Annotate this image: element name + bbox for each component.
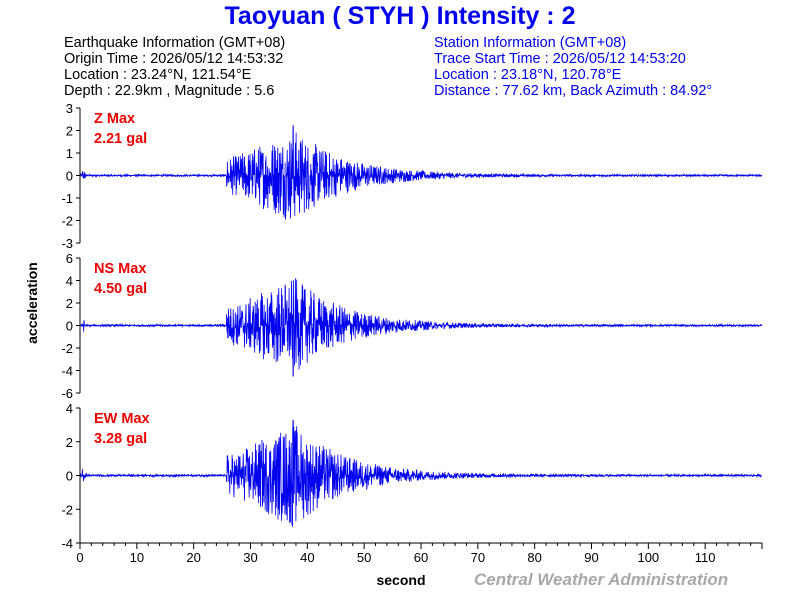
depth-magnitude: Depth : 22.9km , Magnitude : 5.6 xyxy=(64,83,275,99)
max-label-z: Z Max xyxy=(94,111,135,127)
y-tick-label-ns: 2 xyxy=(66,296,73,311)
y-tick-label-ns: -6 xyxy=(61,386,73,401)
waveform-ew xyxy=(79,419,763,528)
x-tick-label: 90 xyxy=(584,550,598,565)
x-axis-label: second xyxy=(376,572,425,588)
waveform-z xyxy=(79,125,763,220)
y-tick-label-ns: -2 xyxy=(61,341,73,356)
y-tick-label-ns: 0 xyxy=(66,319,73,334)
origin-time: Origin Time : 2026/05/12 14:53:32 xyxy=(64,51,284,67)
panel-ew: 4 2 0 -2 -4 EW Max 3.28 gal xyxy=(61,401,763,551)
earthquake-info: Earthquake Information (GMT+08) Origin T… xyxy=(64,35,285,99)
y-tick-label-z: 3 xyxy=(66,101,73,116)
y-tick-label-z: -1 xyxy=(61,191,73,206)
x-tick-label: 80 xyxy=(527,550,541,565)
x-tick-label: 40 xyxy=(300,550,314,565)
y-tick-label-z: 1 xyxy=(66,146,73,161)
trace-start-time: Trace Start Time : 2026/05/12 14:53:20 xyxy=(434,51,686,67)
y-tick-label-ns: 4 xyxy=(66,274,73,289)
y-tick-label-ew: -4 xyxy=(61,536,73,551)
max-label-ew: EW Max xyxy=(94,411,150,427)
max-value-z: 2.21 gal xyxy=(94,131,147,147)
panel-z: 3 2 1 0 -1 -2 -3 Z Max 2.21 gal xyxy=(61,101,763,251)
max-value-ns: 4.50 gal xyxy=(94,281,147,297)
distance-azimuth: Distance : 77.62 km, Back Azimuth : 84.9… xyxy=(434,83,713,99)
station-location: Location : 23.18°N, 120.78°E xyxy=(434,67,622,83)
epicenter-location: Location : 23.24°N, 121.54°E xyxy=(64,67,252,83)
y-tick-label-z: 0 xyxy=(66,169,73,184)
y-tick-label-ew: 0 xyxy=(66,469,73,484)
y-tick-label-z: -2 xyxy=(61,214,73,229)
max-value-ew: 3.28 gal xyxy=(94,431,147,447)
y-tick-label-ew: -2 xyxy=(61,502,73,517)
x-tick-label: 30 xyxy=(243,550,257,565)
chart-title: Taoyuan ( STYH ) Intensity : 2 xyxy=(224,2,576,30)
x-tick-label: 60 xyxy=(414,550,428,565)
y-tick-label-z: 2 xyxy=(66,124,73,139)
panel-ns: 6 4 2 0 -2 -4 -6 NS Max 4.50 gal xyxy=(61,251,763,401)
y-tick-label-ns: 6 xyxy=(66,251,73,266)
x-tick-label: 70 xyxy=(471,550,485,565)
y-tick-label-ew: 2 xyxy=(66,435,73,450)
station-info: Station Information (GMT+08) Trace Start… xyxy=(434,35,712,99)
x-tick-label: 20 xyxy=(186,550,200,565)
x-tick-label: 0 xyxy=(76,550,83,565)
earthquake-info-heading: Earthquake Information (GMT+08) xyxy=(64,35,286,51)
y-tick-label-z: -3 xyxy=(61,236,73,251)
y-axis-label: acceleration xyxy=(24,262,40,344)
y-tick-label-ew: 4 xyxy=(66,401,73,416)
waveform-ns xyxy=(79,278,763,377)
x-tick-label: 50 xyxy=(357,550,371,565)
y-tick-label-ns: -4 xyxy=(61,364,73,379)
station-info-heading: Station Information (GMT+08) xyxy=(434,35,627,51)
x-tick-label: 100 xyxy=(637,550,659,565)
watermark: Central Weather Administration xyxy=(474,570,729,589)
x-tick-label: 110 xyxy=(695,550,716,565)
max-label-ns: NS Max xyxy=(94,261,146,277)
x-tick-label: 10 xyxy=(130,550,144,565)
